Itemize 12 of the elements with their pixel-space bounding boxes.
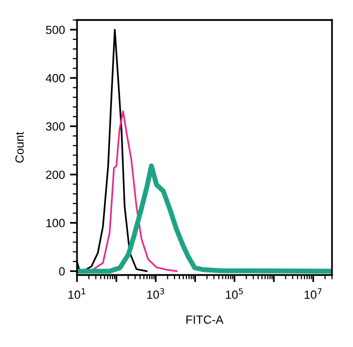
x-tick-label: 10$^{5}$ [226,288,243,299]
y-tick-label: 500 [46,26,65,34]
y-tick-label: 200 [46,170,65,179]
x-axis-title: FITC-A [186,315,224,324]
y-tick-label: 300 [46,122,65,131]
y-tick-label: 400 [46,74,65,82]
x-tick-label: 10$^{7}$ [304,288,322,299]
x-tick-label: 10$^{1}$ [68,288,86,299]
y-tick-label: 100 [46,218,65,228]
y-tick-label: 0 [59,267,65,276]
y-axis-title: Count [15,132,24,163]
x-tick-label: 10$^{3}$ [147,288,164,299]
